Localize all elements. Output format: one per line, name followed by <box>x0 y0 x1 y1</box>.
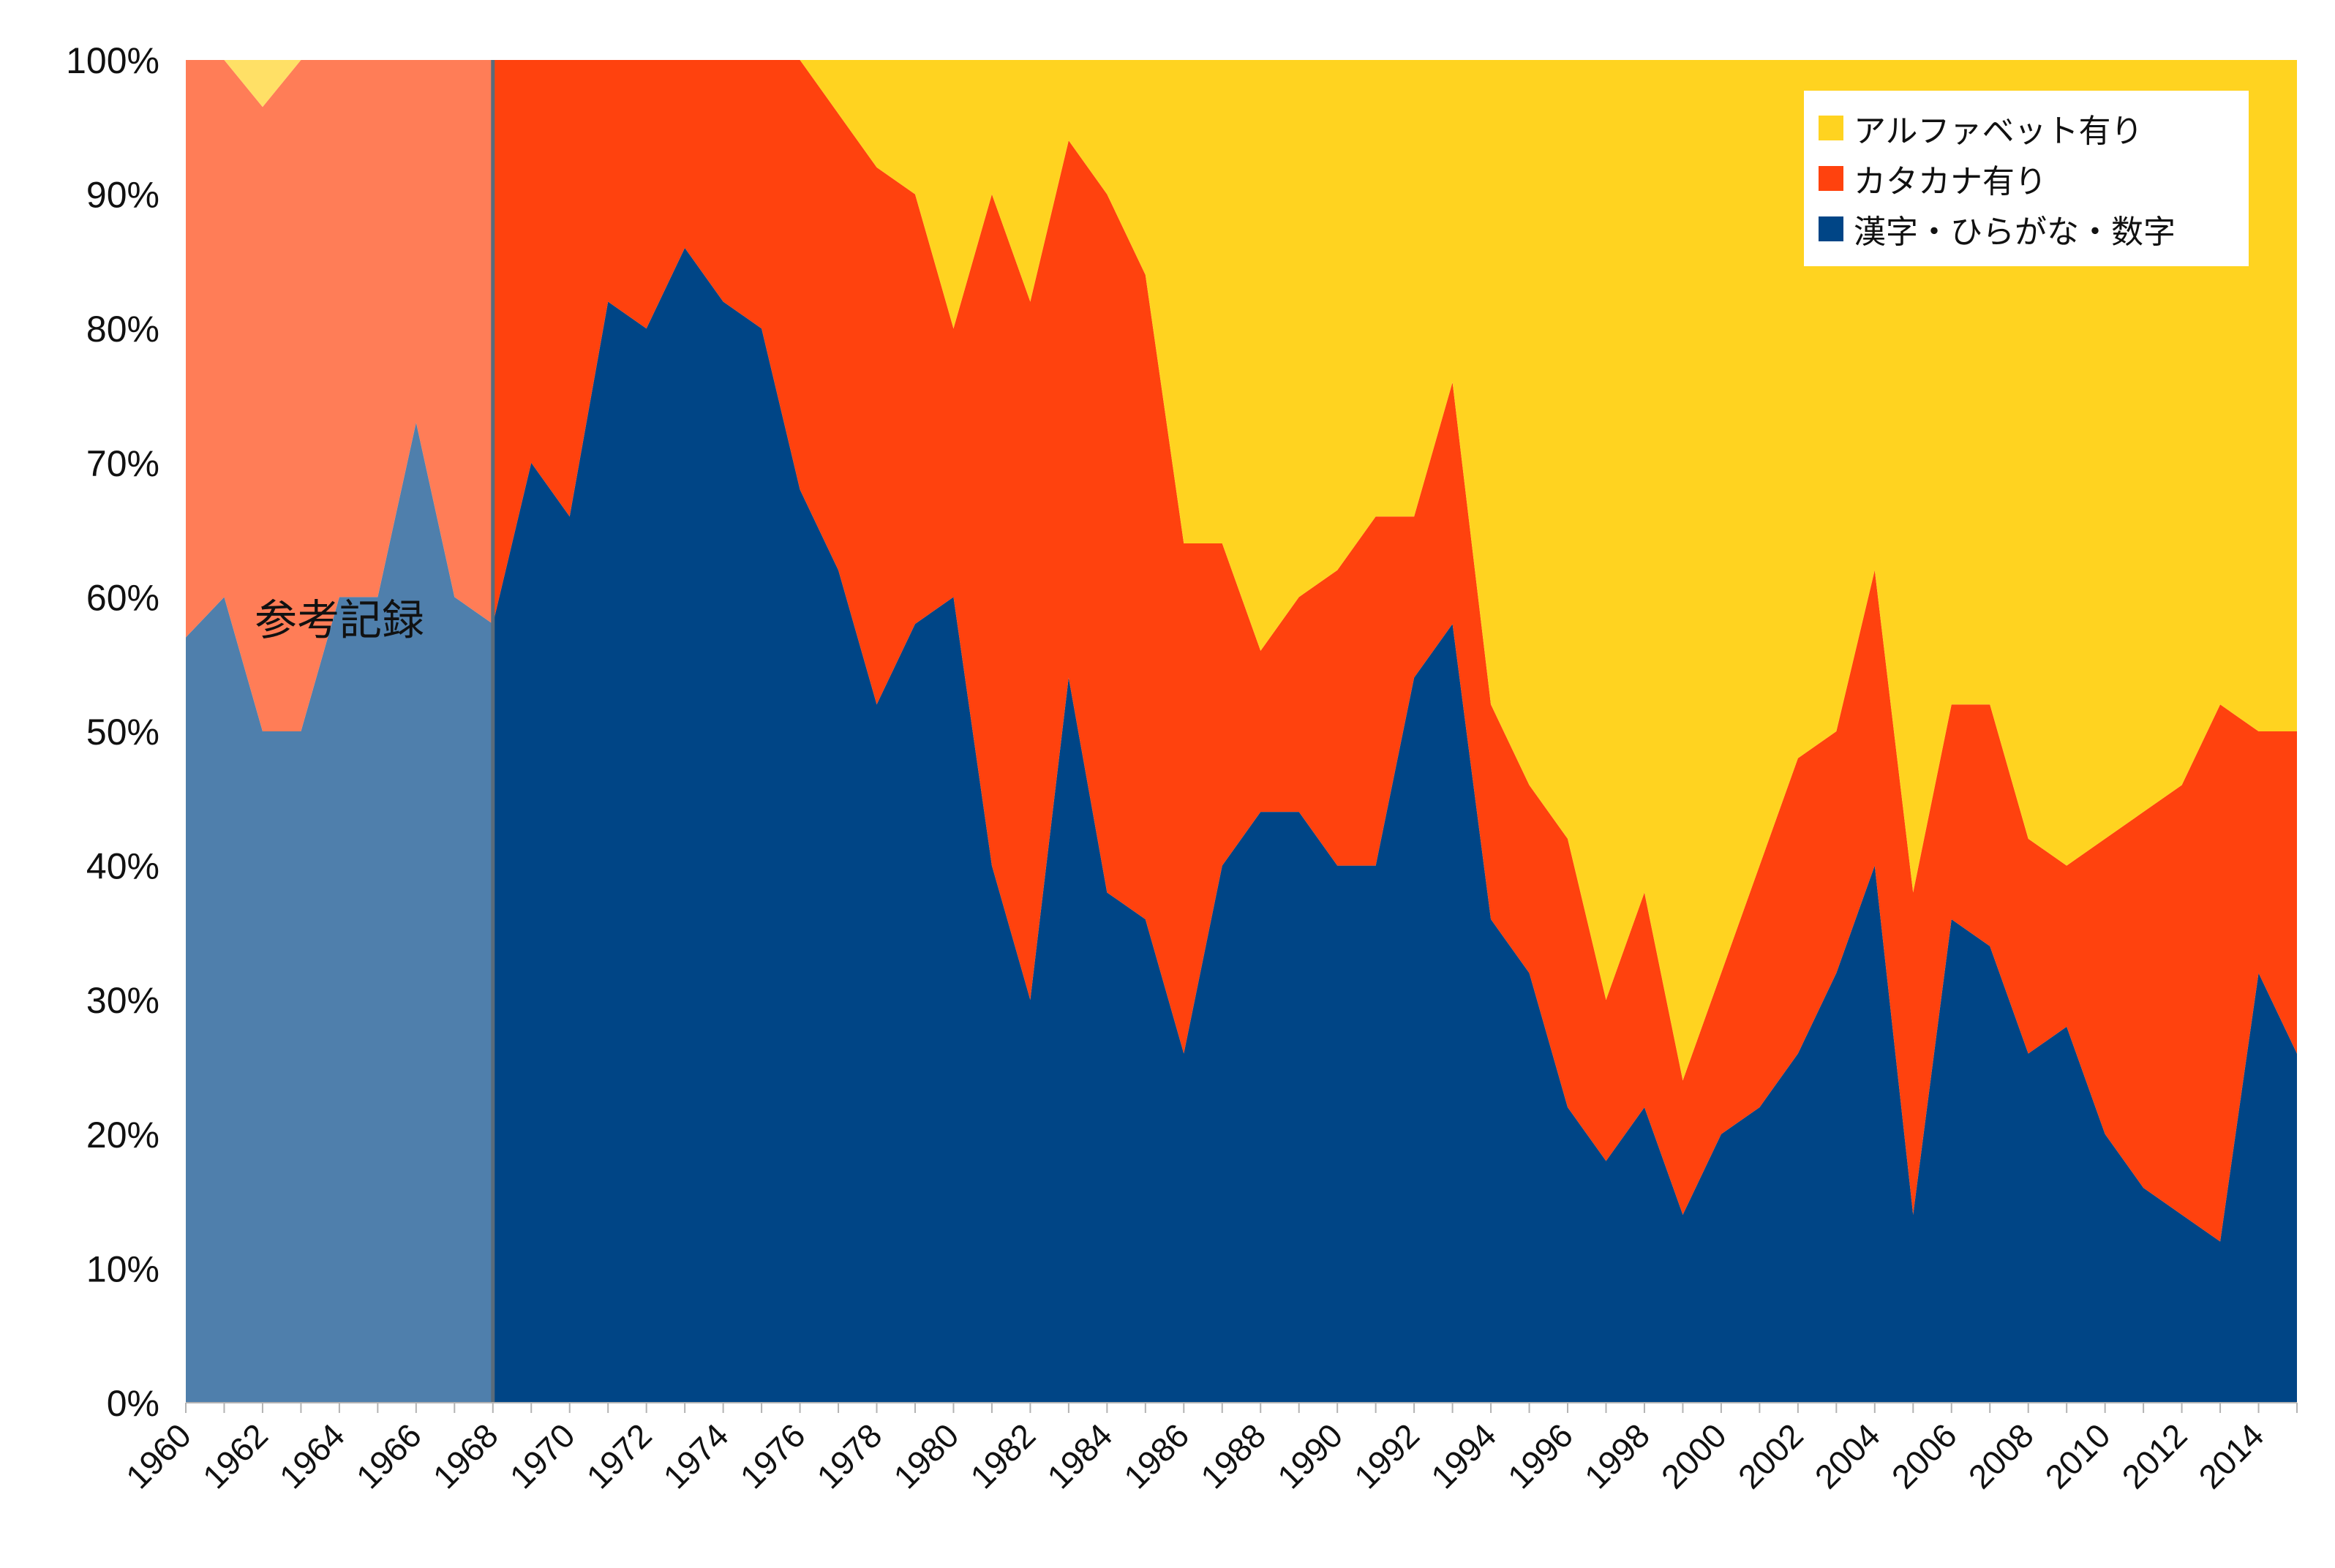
x-tick-label: 1962 <box>195 1416 275 1496</box>
area-alphabet-reference <box>186 60 493 108</box>
y-tick-label: 30% <box>86 980 159 1021</box>
legend-label-katakana: カタカナ有り <box>1854 162 2047 200</box>
legend-swatch-katakana <box>1819 165 1843 191</box>
legend-item-katakana: カタカナ有り <box>1819 153 2234 203</box>
legend-swatch-kanji <box>1819 216 1843 241</box>
y-axis-tick-labels: 0% 10% 20% 30% 40% 50% 60% 70% 80% 90% 100% <box>66 40 159 1424</box>
x-tick-label: 2010 <box>2038 1416 2118 1496</box>
axes <box>185 1402 2298 1413</box>
y-tick-label: 20% <box>86 1115 159 1156</box>
y-tick-label: 100% <box>66 40 159 81</box>
y-tick-label: 10% <box>86 1248 159 1289</box>
y-tick-label: 90% <box>86 175 159 216</box>
legend: アルファベット有り カタカナ有り 漢字・ひらがな・数字 <box>1804 91 2249 266</box>
x-tick-label: 2008 <box>1961 1416 2041 1496</box>
y-tick-label: 80% <box>86 309 159 350</box>
x-tick-label: 1988 <box>1193 1416 1273 1496</box>
x-tick-label: 1982 <box>963 1416 1042 1496</box>
area-katakana-reference <box>186 60 493 731</box>
x-tick-label: 2014 <box>2191 1416 2271 1496</box>
x-tick-label: 1980 <box>886 1416 966 1496</box>
y-tick-label: 0% <box>107 1383 159 1424</box>
legend-item-alphabet: アルファベット有り <box>1819 102 2234 153</box>
legend-label-kanji: 漢字・ひらがな・数字 <box>1854 213 2176 251</box>
x-tick-label: 1964 <box>272 1416 352 1496</box>
x-tick-label: 1994 <box>1424 1416 1503 1496</box>
x-tick-label: 2002 <box>1731 1416 1811 1496</box>
x-tick-label: 1996 <box>1500 1416 1580 1496</box>
x-tick-label: 1992 <box>1347 1416 1426 1496</box>
x-tick-label: 1966 <box>349 1416 429 1496</box>
x-tick-label: 1986 <box>1116 1416 1196 1496</box>
legend-label-alphabet: アルファベット有り <box>1854 112 2143 150</box>
x-tick-label: 2004 <box>1808 1416 1887 1496</box>
x-tick-label: 1978 <box>809 1416 889 1496</box>
x-tick-label: 1968 <box>426 1416 505 1496</box>
series-areas <box>186 60 2297 1403</box>
x-tick-label: 1974 <box>656 1416 736 1496</box>
y-tick-label: 60% <box>86 577 159 618</box>
x-tick-label: 2000 <box>1654 1416 1734 1496</box>
reference-period-label: 参考記録 <box>255 595 424 645</box>
legend-swatch-alphabet <box>1819 115 1843 140</box>
x-tick-label: 2006 <box>1884 1416 1964 1496</box>
legend-item-kanji: 漢字・ひらがな・数字 <box>1819 203 2234 254</box>
x-tick-label: 1990 <box>1270 1416 1350 1496</box>
x-tick-label: 1984 <box>1039 1416 1119 1496</box>
x-tick-label: 1972 <box>579 1416 659 1496</box>
y-tick-label: 40% <box>86 846 159 887</box>
x-axis-tick-labels: 1960196219641966196819701972197419761978… <box>119 1416 2271 1496</box>
area-katakana <box>492 60 2297 1242</box>
x-tick-label: 2012 <box>2115 1416 2195 1496</box>
x-tick-label: 1970 <box>503 1416 582 1496</box>
area-kanji-reference <box>186 422 493 1403</box>
area-kanji <box>492 248 2297 1403</box>
x-tick-label: 1976 <box>732 1416 812 1496</box>
x-tick-label: 1998 <box>1577 1416 1657 1496</box>
x-tick-label: 1960 <box>119 1416 198 1496</box>
area-alphabet <box>492 60 2297 1081</box>
y-tick-label: 50% <box>86 712 159 753</box>
y-tick-label: 70% <box>86 443 159 484</box>
